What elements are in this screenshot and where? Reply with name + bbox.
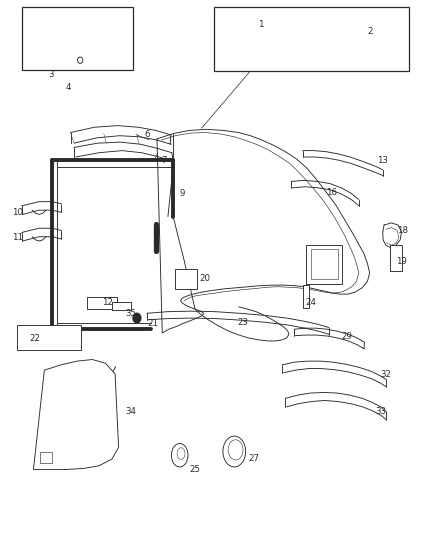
Text: 34: 34 xyxy=(125,407,136,416)
Text: 25: 25 xyxy=(190,465,201,474)
Text: 29: 29 xyxy=(341,332,352,341)
Polygon shape xyxy=(33,360,119,470)
Bar xyxy=(87,297,117,309)
Text: 11: 11 xyxy=(12,233,23,243)
Bar xyxy=(311,249,338,279)
Text: 6: 6 xyxy=(144,130,150,139)
Text: 18: 18 xyxy=(397,226,408,235)
Text: 16: 16 xyxy=(326,188,337,197)
Text: 1: 1 xyxy=(258,20,263,29)
Text: 4: 4 xyxy=(66,83,71,92)
Bar xyxy=(17,325,81,351)
Text: 35: 35 xyxy=(125,309,136,318)
FancyBboxPatch shape xyxy=(21,7,133,70)
Text: 12: 12 xyxy=(102,298,113,307)
Bar xyxy=(113,302,131,310)
Text: 7: 7 xyxy=(162,156,167,165)
Ellipse shape xyxy=(223,436,246,467)
Circle shape xyxy=(133,313,141,323)
Ellipse shape xyxy=(228,440,243,460)
Text: 21: 21 xyxy=(147,319,158,328)
Text: 24: 24 xyxy=(305,298,316,307)
Text: 3: 3 xyxy=(48,70,53,78)
Bar xyxy=(303,285,309,308)
Text: 9: 9 xyxy=(179,189,184,198)
Bar xyxy=(306,245,342,284)
Text: 27: 27 xyxy=(248,455,259,463)
Text: 10: 10 xyxy=(12,208,23,217)
Text: 19: 19 xyxy=(396,257,407,265)
FancyBboxPatch shape xyxy=(214,7,410,71)
Text: 22: 22 xyxy=(29,334,40,343)
Text: 32: 32 xyxy=(380,370,391,379)
Ellipse shape xyxy=(177,448,185,459)
Bar xyxy=(40,451,52,463)
Text: 13: 13 xyxy=(377,156,388,165)
Text: 33: 33 xyxy=(375,407,386,416)
Text: 20: 20 xyxy=(200,273,211,282)
Text: 23: 23 xyxy=(237,318,248,327)
Ellipse shape xyxy=(171,443,188,467)
Text: 2: 2 xyxy=(367,27,372,36)
Bar xyxy=(175,269,197,289)
Bar xyxy=(390,245,403,271)
